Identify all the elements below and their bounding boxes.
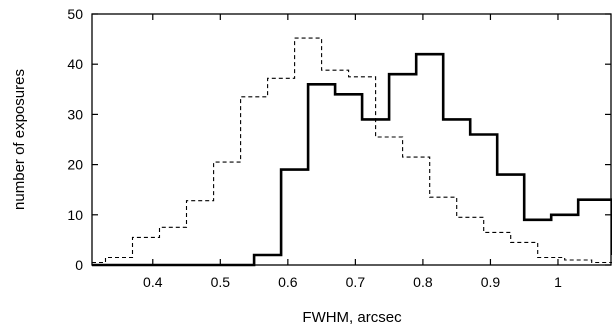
y-tick-label: 20 <box>67 157 83 173</box>
x-tick-label: 0.4 <box>143 274 163 290</box>
y-tick-label: 50 <box>67 6 83 22</box>
x-tick-label: 0.9 <box>481 274 501 290</box>
x-tick-label: 0.7 <box>346 274 366 290</box>
histogram-series-dashed <box>92 37 612 264</box>
y-tick-label: 30 <box>67 106 83 122</box>
histogram-series-layer <box>92 37 612 267</box>
y-tick-label: 0 <box>75 257 83 273</box>
x-tick-label: 1 <box>554 274 562 290</box>
x-tick-label: 0.8 <box>413 274 433 290</box>
histogram-series-solid <box>92 52 612 267</box>
axis-ticks <box>92 13 611 266</box>
x-tick-label: 0.6 <box>278 274 298 290</box>
x-axis-title: FWHM, arcsec <box>302 309 402 326</box>
x-tick-label: 0.5 <box>211 274 231 290</box>
y-axis-title: number of exposures <box>11 69 28 210</box>
y-tick-label: 40 <box>67 56 83 72</box>
plot-frame <box>91 13 612 266</box>
y-tick-label: 10 <box>67 207 83 223</box>
